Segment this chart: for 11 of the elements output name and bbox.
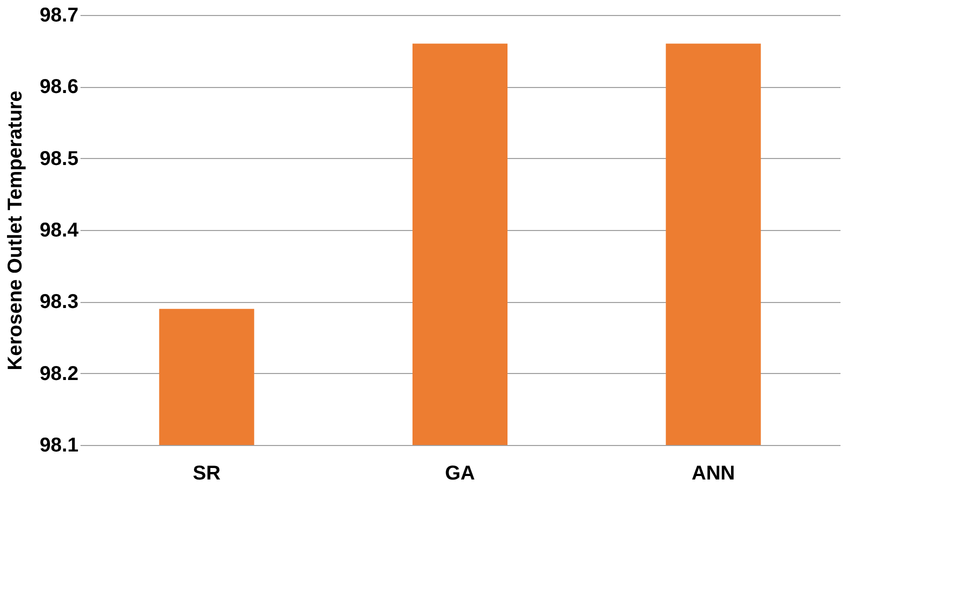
x-tick-label: SR <box>192 462 222 484</box>
y-tick-label: 98.1 <box>40 434 78 456</box>
y-tick-label: 98.6 <box>40 76 78 98</box>
y-tick-label: 98.4 <box>40 220 80 242</box>
x-tick-label: GA <box>445 462 475 484</box>
y-tick-label: 98.5 <box>40 148 78 170</box>
x-tick-label: ANN <box>692 462 736 484</box>
y-tick-label: 98.3 <box>40 291 78 314</box>
y-tick-label: 98.2 <box>40 362 78 385</box>
y-axis-title: Kerosene Outlet Temperature <box>4 90 27 370</box>
y-tick-label: 98.7 <box>40 4 78 26</box>
